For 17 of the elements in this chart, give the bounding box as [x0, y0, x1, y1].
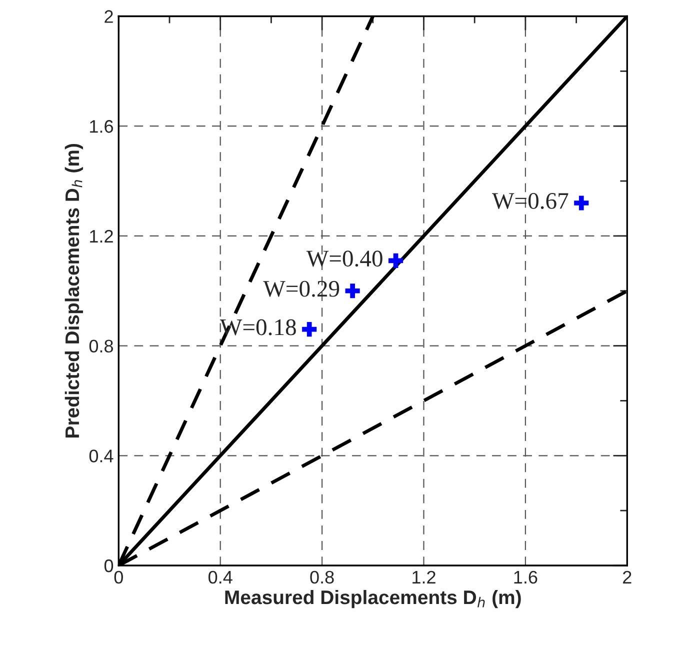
annotation: W=0.29	[263, 280, 340, 297]
annotation: W=0.40	[306, 250, 382, 267]
x-tick-label: 0.4	[208, 570, 232, 584]
x-tick-label: 0	[114, 570, 123, 584]
y-axis-title: Predicted Displacements D$_{h}$ (m)	[64, 144, 83, 438]
annotation: W=0.67	[492, 192, 568, 210]
x-axis-title: Measured Displacements D$_{h}$ (m)	[225, 590, 521, 608]
x-tick-label: 1.6	[514, 570, 538, 584]
y-tick-label: 1.6	[90, 120, 113, 133]
x-tick-label: 2	[623, 570, 632, 584]
y-tick-label: 0	[104, 559, 114, 572]
y-tick-label: 2	[104, 10, 113, 23]
x-tick-label: 0.8	[310, 570, 334, 584]
x-tick-label: 1.2	[412, 570, 436, 584]
y-tick-label: 0.4	[89, 450, 114, 462]
y-tick-label: 0.8	[89, 340, 114, 353]
y-tick-label: 1.2	[90, 230, 113, 242]
